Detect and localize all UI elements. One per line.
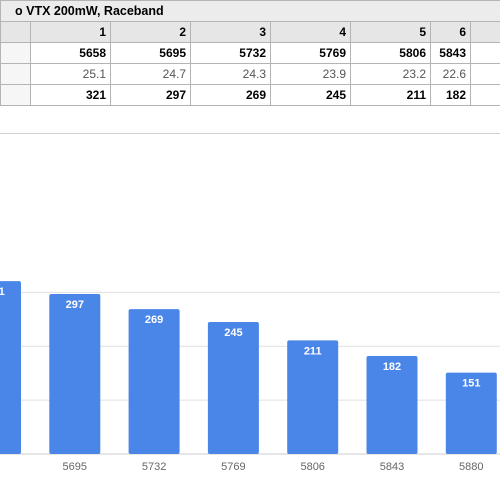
dbm-cell[interactable]: 23.9: [271, 64, 351, 85]
frequency-row: 5658 5695 5732 5769 5806 5843: [1, 43, 500, 64]
x-tick-label: 5843: [380, 461, 404, 473]
channel-cell[interactable]: 3: [191, 22, 271, 43]
bar[interactable]: [49, 294, 100, 454]
bar[interactable]: [0, 281, 21, 454]
value-cell[interactable]: 245: [271, 85, 351, 106]
channel-cell[interactable]: 2: [111, 22, 191, 43]
dbm-cell[interactable]: 25.1: [31, 64, 111, 85]
cell[interactable]: [1, 64, 31, 85]
bar[interactable]: [208, 322, 259, 454]
dbm-cell[interactable]: 24.7: [111, 64, 191, 85]
bar-value-label: 245: [224, 327, 242, 339]
frequency-cell[interactable]: 5769: [271, 43, 351, 64]
chart-area[interactable]: 321 297 5695 269 5732 245 5769 211 5806 182 5843 15…: [0, 133, 500, 501]
value-row: 321 297 269 245 211 182: [1, 85, 500, 106]
channel-cell[interactable]: 5: [351, 22, 431, 43]
cell[interactable]: [471, 64, 500, 85]
spreadsheet-table: o VTX 200mW, Raceband 1 2 3 4 5 6 5658 5…: [0, 0, 500, 106]
bar-value-label: 182: [383, 361, 401, 373]
x-tick-label: 5806: [300, 461, 324, 473]
cell[interactable]: [1, 22, 31, 43]
bar-chart: 321 297 5695 269 5732 245 5769 211 5806 182 5843 15…: [0, 134, 500, 501]
value-cell[interactable]: 211: [351, 85, 431, 106]
x-tick-label: 5880: [459, 461, 483, 473]
x-tick-label: 5769: [221, 461, 245, 473]
bar-value-label: 297: [66, 299, 84, 311]
value-cell[interactable]: 321: [31, 85, 111, 106]
value-cell[interactable]: 297: [111, 85, 191, 106]
dbm-cell[interactable]: 22.6: [431, 64, 471, 85]
cell[interactable]: [471, 22, 500, 43]
bar-value-label: 151: [462, 378, 480, 390]
dbm-cell[interactable]: 23.2: [351, 64, 431, 85]
sheet-title[interactable]: o VTX 200mW, Raceband: [1, 1, 500, 22]
sheet-title-row: o VTX 200mW, Raceband: [1, 1, 500, 22]
frequency-cell[interactable]: 5806: [351, 43, 431, 64]
x-tick-label: 5695: [63, 461, 87, 473]
bar-value-label: 321: [0, 286, 5, 298]
cell[interactable]: [1, 43, 31, 64]
bar-value-label: 269: [145, 314, 163, 326]
frequency-cell[interactable]: 5732: [191, 43, 271, 64]
bar-value-label: 211: [304, 345, 322, 357]
frequency-cell[interactable]: 5658: [31, 43, 111, 64]
value-cell[interactable]: 269: [191, 85, 271, 106]
frequency-cell[interactable]: 5843: [431, 43, 471, 64]
channel-cell[interactable]: 6: [431, 22, 471, 43]
channel-row: 1 2 3 4 5 6: [1, 22, 500, 43]
dbm-cell[interactable]: 24.3: [191, 64, 271, 85]
dbm-row: 25.1 24.7 24.3 23.9 23.2 22.6: [1, 64, 500, 85]
frequency-cell[interactable]: 5695: [111, 43, 191, 64]
cell[interactable]: [471, 85, 500, 106]
bar[interactable]: [287, 340, 338, 454]
channel-cell[interactable]: 1: [31, 22, 111, 43]
x-tick-label: 5732: [142, 461, 166, 473]
cell[interactable]: [1, 85, 31, 106]
bar[interactable]: [129, 309, 180, 454]
value-cell[interactable]: 182: [431, 85, 471, 106]
channel-cell[interactable]: 4: [271, 22, 351, 43]
cell[interactable]: [471, 43, 500, 64]
